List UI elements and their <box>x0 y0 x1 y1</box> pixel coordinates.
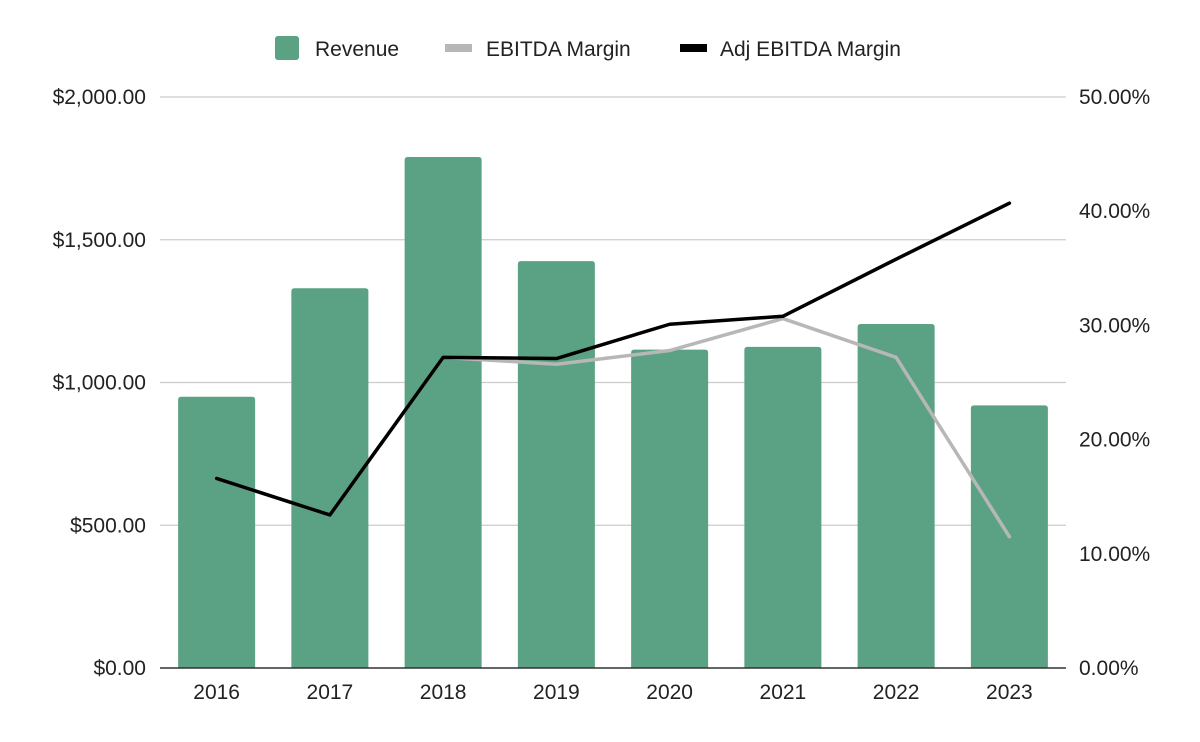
x-tick-label: 2016 <box>193 681 240 704</box>
bar-revenue-2020 <box>631 349 709 668</box>
y-left-tick-label: $0.00 <box>93 657 146 680</box>
y-right-tick-label: 20.00% <box>1079 429 1150 452</box>
y-left-tick-label: $1,500.00 <box>53 229 146 252</box>
bar-revenue-2016 <box>178 396 256 668</box>
y-right-tick-label: 0.00% <box>1079 657 1139 680</box>
right-axis: 0.00% 10.00% 20.00% 30.00% 40.00% 50.00% <box>1079 86 1150 680</box>
x-tick-label: 2020 <box>646 681 693 704</box>
bar-revenue-2017 <box>291 288 369 668</box>
y-left-tick-label: $500.00 <box>70 514 146 537</box>
legend: Revenue EBITDA Margin Adj EBITDA Margin <box>275 36 901 61</box>
y-right-tick-label: 10.00% <box>1079 543 1150 566</box>
y-right-tick-label: 40.00% <box>1079 200 1150 223</box>
legend-swatch-adj-ebitda-margin <box>680 44 707 52</box>
legend-swatch-revenue <box>275 36 299 60</box>
legend-label-ebitda-margin: EBITDA Margin <box>486 38 631 61</box>
y-right-tick-label: 50.00% <box>1079 86 1150 109</box>
bar-revenue-2021 <box>744 346 822 668</box>
x-tick-label: 2018 <box>420 681 467 704</box>
x-tick-label: 2019 <box>533 681 580 704</box>
x-axis: 2016 2017 2018 2019 2020 2021 2022 2023 <box>160 667 1066 704</box>
x-tick-label: 2021 <box>760 681 807 704</box>
bar-revenue-2018 <box>404 156 482 668</box>
bar-revenue-2022 <box>857 323 935 668</box>
line-adj-ebitda-margin <box>214 201 1012 517</box>
y-left-tick-label: $2,000.00 <box>53 86 146 109</box>
legend-label-revenue: Revenue <box>315 38 399 61</box>
bar-revenue-2019 <box>517 261 595 668</box>
legend-label-adj-ebitda-margin: Adj EBITDA Margin <box>720 38 901 61</box>
x-tick-label: 2023 <box>986 681 1033 704</box>
x-tick-label: 2022 <box>873 681 920 704</box>
y-left-tick-label: $1,000.00 <box>53 372 146 395</box>
legend-swatch-ebitda-margin <box>445 44 472 52</box>
y-right-tick-label: 30.00% <box>1079 314 1150 337</box>
x-tick-label: 2017 <box>307 681 354 704</box>
margin-lines <box>214 201 1012 539</box>
revenue-bars <box>178 156 1048 668</box>
left-axis: $0.00 $500.00 $1,000.00 $1,500.00 $2,000.00 <box>53 86 146 680</box>
